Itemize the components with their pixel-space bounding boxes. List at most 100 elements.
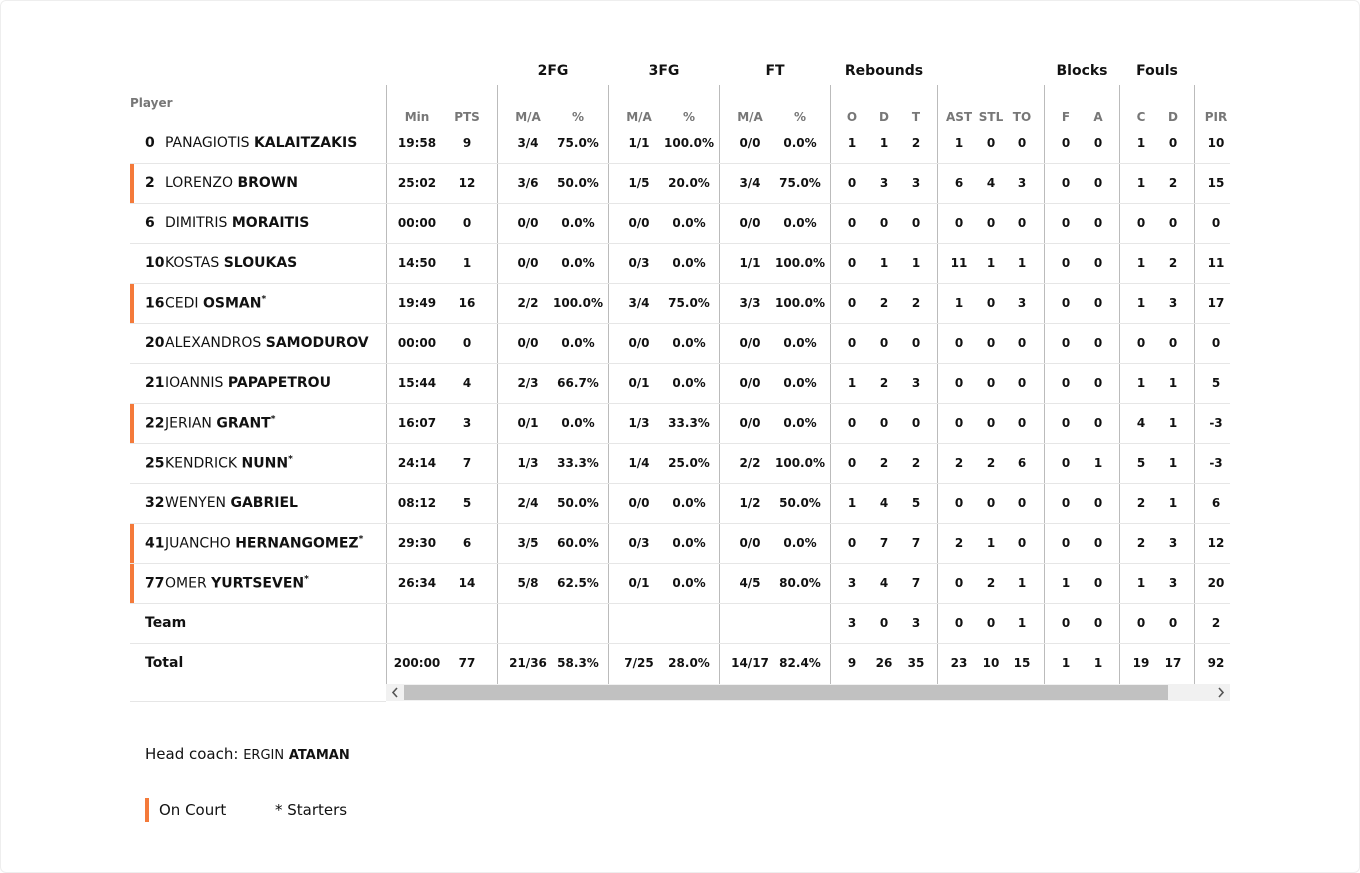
on-court-bar xyxy=(130,564,134,603)
stat: 1 xyxy=(954,296,964,310)
stat: 100.0% xyxy=(775,256,825,270)
stat: 1 xyxy=(847,136,857,150)
stat: 0 xyxy=(1093,416,1103,430)
stat: 0 xyxy=(847,256,857,270)
stat: 33.3% xyxy=(557,456,599,470)
stat: 3 xyxy=(1168,536,1178,550)
row-line xyxy=(130,403,1230,404)
stat: 0/0 xyxy=(517,256,539,270)
stat: 9 xyxy=(462,136,472,150)
stat: 2 xyxy=(879,456,889,470)
player: 0 PANAGIOTIS KALAITZAKIS xyxy=(145,135,357,151)
starter-mark: * xyxy=(304,574,309,585)
row-line xyxy=(130,701,386,702)
stat: 0/0 xyxy=(628,216,650,230)
scroll-left[interactable] xyxy=(388,685,402,700)
player-last: YURTSEVEN xyxy=(211,575,305,592)
stat: 0 xyxy=(1017,336,1027,350)
row-line xyxy=(130,523,1230,524)
column-divider xyxy=(1044,85,1045,684)
coach: Head coach: ERGIN ATAMAN xyxy=(145,745,350,763)
stat: 0 xyxy=(986,136,996,150)
stat: 1/1 xyxy=(628,136,650,150)
stat: 25.0% xyxy=(668,456,710,470)
scroll-thumb[interactable] xyxy=(404,685,1168,700)
stat: 1/3 xyxy=(517,456,539,470)
starter-mark: * xyxy=(270,414,276,425)
player-first: OMER xyxy=(165,575,207,592)
column-header: A xyxy=(1093,110,1103,124)
stat: 1 xyxy=(1093,656,1103,670)
column-header: % xyxy=(682,110,696,124)
stat: 0 xyxy=(1061,416,1071,430)
column-divider xyxy=(830,85,831,684)
stat: 0 xyxy=(986,416,996,430)
stat: 26 xyxy=(875,656,893,670)
stat: 19:58 xyxy=(397,136,437,150)
player: 16CEDI OSMAN* xyxy=(145,295,266,312)
stat: 0/0 xyxy=(739,376,761,390)
stat: 0 xyxy=(1061,496,1071,510)
stat: 0 xyxy=(462,216,472,230)
player-first: JERIAN xyxy=(165,415,212,432)
column-header: C xyxy=(1136,110,1146,124)
stat: 0/1 xyxy=(628,376,650,390)
stat: 0 xyxy=(1168,616,1178,630)
column-header: PTS xyxy=(454,110,480,124)
stat: 0 xyxy=(1168,136,1178,150)
stat: 1 xyxy=(847,496,857,510)
stat: 0 xyxy=(847,296,857,310)
stat: 0 xyxy=(1136,216,1146,230)
stat: 6 xyxy=(462,536,472,550)
stat: 2 xyxy=(879,296,889,310)
column-header: % xyxy=(571,110,585,124)
stat: 4 xyxy=(879,576,889,590)
stat: 5 xyxy=(462,496,472,510)
stat: 50.0% xyxy=(557,176,599,190)
stat: 2/2 xyxy=(739,456,761,470)
stat: 0 xyxy=(1093,136,1103,150)
stat: 00:00 xyxy=(397,216,437,230)
stat: 1 xyxy=(986,256,996,270)
stat: 11 xyxy=(950,256,968,270)
player-header: Player xyxy=(130,96,173,110)
stat: 0 xyxy=(1211,336,1221,350)
group-header: Fouls xyxy=(1136,63,1178,79)
player-first: KENDRICK xyxy=(165,455,238,472)
stat: 0/0 xyxy=(628,496,650,510)
stat: 3/4 xyxy=(628,296,650,310)
stat: 1 xyxy=(954,136,964,150)
player-first: LORENZO xyxy=(165,175,233,191)
column-divider xyxy=(1194,85,1195,684)
stat: 2 xyxy=(911,296,921,310)
row-line xyxy=(130,603,1230,604)
stat: 0 xyxy=(986,616,996,630)
player-number: 20 xyxy=(145,335,165,351)
on-court-bar xyxy=(130,404,134,443)
player-last: NUNN xyxy=(241,455,289,472)
player: 25KENDRICK NUNN* xyxy=(145,455,293,472)
stat: 0 xyxy=(879,336,889,350)
stat: 1 xyxy=(1168,376,1178,390)
stat: 5 xyxy=(1136,456,1146,470)
stat: 2 xyxy=(986,576,996,590)
stat: 21/36 xyxy=(509,656,547,670)
column-header: F xyxy=(1061,110,1071,124)
player-last: KALAITZAKIS xyxy=(253,135,358,151)
stat: 0 xyxy=(986,336,996,350)
player-last: MORAITIS xyxy=(231,215,310,231)
stat: 4 xyxy=(462,376,472,390)
stat: 1 xyxy=(1136,256,1146,270)
stat: 1 xyxy=(1017,256,1027,270)
stat: 12 xyxy=(458,176,476,190)
scroll-right[interactable] xyxy=(1214,685,1228,700)
stat: 100.0% xyxy=(775,456,825,470)
group-header: Blocks xyxy=(1056,63,1108,79)
stat: 6 xyxy=(1017,456,1027,470)
starter-mark: * xyxy=(288,454,293,465)
stat: 1 xyxy=(1168,456,1178,470)
stat: 4 xyxy=(1136,416,1146,430)
stat: 0/1 xyxy=(628,576,650,590)
stat: 0/1 xyxy=(517,416,539,430)
